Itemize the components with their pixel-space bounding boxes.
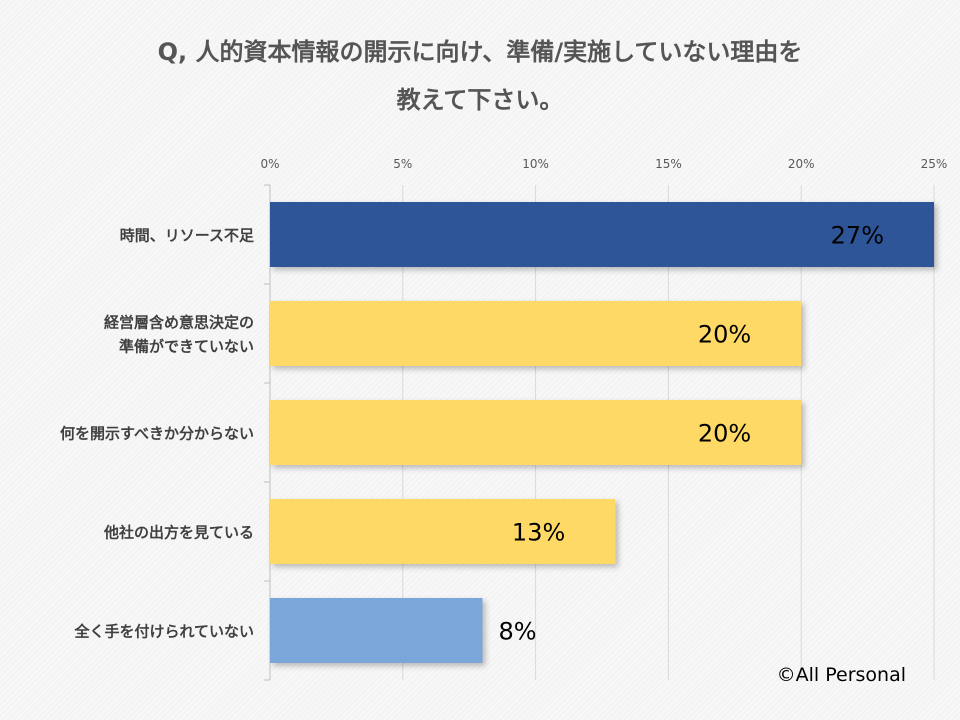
category-label-5: 全く手を付けられていない [73,623,254,641]
chart-title: Q, 人的資本情報の開示に向け、準備/実施していない理由を 教えて下さい。 [0,28,960,124]
category-label-2: 経営層含め意思決定の [104,314,254,332]
value-label-5: 8% [498,618,536,646]
x-tick-label-10: 10% [522,157,549,171]
chart-title-line-2: 教えて下さい。 [396,86,564,114]
value-label-1: 27% [831,222,884,250]
bar-5 [270,598,483,663]
x-tick-label-15: 15% [655,157,682,171]
category-label-1: 時間、リソース不足 [120,227,255,245]
bar-2 [270,301,802,366]
bar-3 [270,400,802,465]
x-tick-label-5: 5% [393,157,412,171]
x-tick-label-20: 20% [788,157,815,171]
value-label-3: 20% [698,420,751,448]
category-label-2: 準備ができていない [119,338,254,356]
value-label-2: 20% [698,321,751,349]
value-label-4: 13% [512,519,565,547]
copyright-notice: ©All Personal [776,664,906,686]
chart-title-line-1: Q, 人的資本情報の開示に向け、準備/実施していない理由を [157,38,803,66]
bar-1 [270,202,934,267]
x-tick-label-0: 0% [260,157,279,171]
category-label-3: 何を開示すべきか分からない [60,425,254,443]
category-label-4: 他社の出方を見ている [103,524,254,542]
x-tick-label-25: 25% [921,157,948,171]
bar-4 [270,499,616,564]
